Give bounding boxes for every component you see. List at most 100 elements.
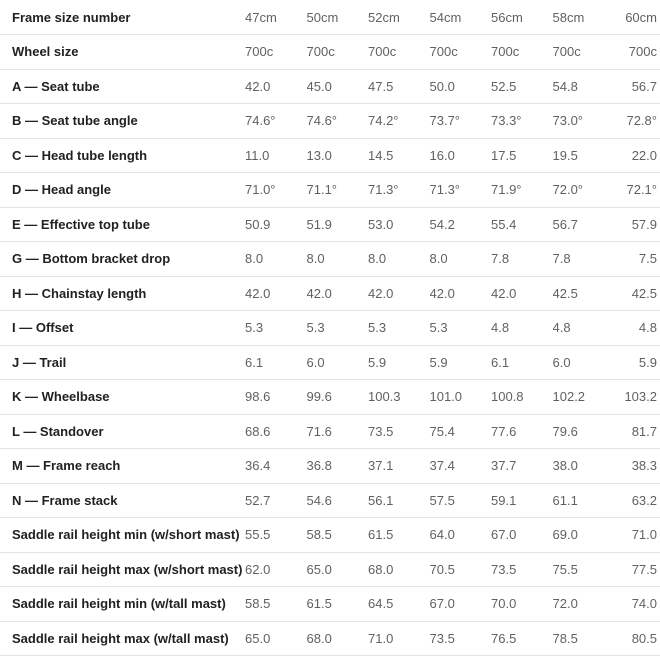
value-cell: 6.1 bbox=[491, 345, 553, 380]
value-cell: 71.0 bbox=[614, 517, 660, 553]
row-label: G — Bottom bracket drop bbox=[0, 241, 245, 277]
value-cell: 36.8 bbox=[306, 448, 368, 484]
value-cell: 700c bbox=[245, 34, 307, 70]
table-row: Saddle rail height max (w/tall mast) 65.0… bbox=[0, 621, 660, 656]
table-row: E — Effective top tube 50.9 51.9 53.0 54.2 55… bbox=[0, 207, 660, 242]
value-cell: 6.0 bbox=[306, 345, 368, 380]
table-row: G — Bottom bracket drop 8.0 8.0 8.0 8.0 7.8 7.… bbox=[0, 241, 660, 277]
value-cell: 5.9 bbox=[429, 345, 491, 380]
value-cell: 7.8 bbox=[552, 241, 614, 277]
value-cell: 17.5 bbox=[491, 138, 553, 173]
value-cell: 73.5 bbox=[368, 414, 430, 449]
row-label: Saddle rail height max (w/tall mast) bbox=[0, 621, 245, 656]
value-cell: 55.5 bbox=[245, 517, 307, 553]
value-cell: 52.7 bbox=[245, 483, 307, 518]
value-cell: 700c bbox=[491, 34, 553, 70]
value-cell: 57.9 bbox=[614, 207, 660, 242]
value-cell: 4.8 bbox=[491, 310, 553, 346]
value-cell: 100.3 bbox=[368, 379, 430, 415]
value-cell: 73.5 bbox=[491, 552, 553, 587]
value-cell: 42.0 bbox=[491, 276, 553, 311]
value-cell: 103.2 bbox=[614, 379, 660, 415]
value-cell: 72.0° bbox=[552, 172, 614, 208]
value-cell: 5.9 bbox=[614, 345, 660, 380]
value-cell: 102.2 bbox=[552, 379, 614, 415]
frame-size-column-header: 60cm bbox=[614, 0, 660, 35]
row-label: D — Head angle bbox=[0, 172, 245, 208]
value-cell: 22.0 bbox=[614, 138, 660, 173]
frame-size-column-header: 58cm bbox=[552, 0, 614, 35]
value-cell: 56.7 bbox=[552, 207, 614, 242]
value-cell: 81.7 bbox=[614, 414, 660, 449]
frame-size-column-header: 56cm bbox=[491, 0, 553, 35]
value-cell: 8.0 bbox=[306, 241, 368, 277]
value-cell: 98.6 bbox=[245, 379, 307, 415]
value-cell: 74.2° bbox=[368, 103, 430, 139]
value-cell: 42.5 bbox=[614, 276, 660, 311]
value-cell: 67.0 bbox=[429, 586, 491, 622]
value-cell: 51.9 bbox=[306, 207, 368, 242]
table-body: Wheel size 700c 700c 700c 700c 700c 700c 700c A … bbox=[0, 34, 660, 656]
value-cell: 77.6 bbox=[491, 414, 553, 449]
table-row: Saddle rail height max (w/short mast) 62.… bbox=[0, 552, 660, 587]
row-label: L — Standover bbox=[0, 414, 245, 449]
value-cell: 54.2 bbox=[429, 207, 491, 242]
value-cell: 700c bbox=[614, 34, 660, 70]
frame-size-column-header: 54cm bbox=[429, 0, 491, 35]
value-cell: 76.5 bbox=[491, 621, 553, 656]
value-cell: 70.0 bbox=[491, 586, 553, 622]
table-row: B — Seat tube angle 74.6° 74.6° 74.2° 73.7° 7… bbox=[0, 103, 660, 139]
value-cell: 42.0 bbox=[245, 276, 307, 311]
value-cell: 59.1 bbox=[491, 483, 553, 518]
value-cell: 7.8 bbox=[491, 241, 553, 277]
value-cell: 14.5 bbox=[368, 138, 430, 173]
value-cell: 71.1° bbox=[306, 172, 368, 208]
value-cell: 50.0 bbox=[429, 69, 491, 104]
value-cell: 72.0 bbox=[552, 586, 614, 622]
value-cell: 700c bbox=[368, 34, 430, 70]
value-cell: 61.1 bbox=[552, 483, 614, 518]
value-cell: 19.5 bbox=[552, 138, 614, 173]
table-row: N — Frame stack 52.7 54.6 56.1 57.5 59.1 61.1 6… bbox=[0, 483, 660, 518]
value-cell: 77.5 bbox=[614, 552, 660, 587]
value-cell: 56.7 bbox=[614, 69, 660, 104]
value-cell: 78.5 bbox=[552, 621, 614, 656]
value-cell: 37.4 bbox=[429, 448, 491, 484]
value-cell: 74.0 bbox=[614, 586, 660, 622]
value-cell: 61.5 bbox=[306, 586, 368, 622]
value-cell: 101.0 bbox=[429, 379, 491, 415]
row-label: B — Seat tube angle bbox=[0, 103, 245, 139]
table-row: Saddle rail height min (w/tall mast) 58.5… bbox=[0, 586, 660, 622]
value-cell: 5.3 bbox=[429, 310, 491, 346]
value-cell: 62.0 bbox=[245, 552, 307, 587]
value-cell: 69.0 bbox=[552, 517, 614, 553]
table-row: Wheel size 700c 700c 700c 700c 700c 700c 700c bbox=[0, 34, 660, 70]
header-row-label: Frame size number bbox=[0, 0, 245, 35]
value-cell: 58.5 bbox=[245, 586, 307, 622]
value-cell: 64.0 bbox=[429, 517, 491, 553]
row-label: C — Head tube length bbox=[0, 138, 245, 173]
row-label: Saddle rail height min (w/tall mast) bbox=[0, 586, 245, 622]
value-cell: 75.5 bbox=[552, 552, 614, 587]
value-cell: 52.5 bbox=[491, 69, 553, 104]
row-label: H — Chainstay length bbox=[0, 276, 245, 311]
value-cell: 79.6 bbox=[552, 414, 614, 449]
value-cell: 700c bbox=[429, 34, 491, 70]
value-cell: 5.3 bbox=[245, 310, 307, 346]
row-label: Saddle rail height min (w/short mast) bbox=[0, 517, 245, 553]
value-cell: 74.6° bbox=[306, 103, 368, 139]
row-label: I — Offset bbox=[0, 310, 245, 346]
value-cell: 67.0 bbox=[491, 517, 553, 553]
value-cell: 71.3° bbox=[368, 172, 430, 208]
value-cell: 65.0 bbox=[245, 621, 307, 656]
value-cell: 8.0 bbox=[368, 241, 430, 277]
value-cell: 63.2 bbox=[614, 483, 660, 518]
value-cell: 37.1 bbox=[368, 448, 430, 484]
table-row: C — Head tube length 11.0 13.0 14.5 16.0 17.5… bbox=[0, 138, 660, 173]
value-cell: 5.3 bbox=[368, 310, 430, 346]
value-cell: 57.5 bbox=[429, 483, 491, 518]
value-cell: 4.8 bbox=[614, 310, 660, 346]
value-cell: 5.9 bbox=[368, 345, 430, 380]
value-cell: 36.4 bbox=[245, 448, 307, 484]
